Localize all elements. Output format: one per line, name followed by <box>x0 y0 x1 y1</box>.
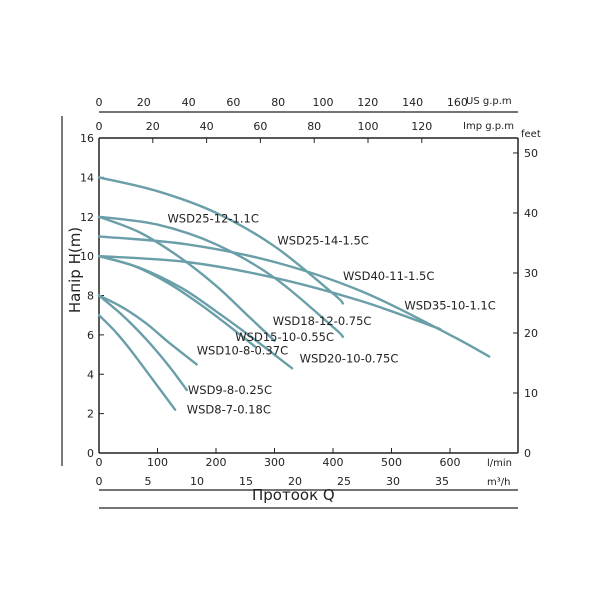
top-unit-imp: Imp g.p.m <box>463 121 514 132</box>
m3h-tick-label: 30 <box>386 475 400 488</box>
imp-gpm-tick-label: 100 <box>358 120 379 133</box>
x-unit-m3h: m³/h <box>487 477 510 488</box>
us-gpm-tick-label: 100 <box>313 96 334 109</box>
m3h-tick-label: 20 <box>288 475 302 488</box>
y-tick-label: 12 <box>80 211 94 224</box>
x-tick-label: 300 <box>264 456 285 469</box>
feet-tick-label: 10 <box>524 387 538 400</box>
us-gpm-tick-label: 160 <box>447 96 468 109</box>
us-gpm-tick-label: 80 <box>271 96 285 109</box>
right-unit-feet: feet <box>521 129 541 140</box>
series-label-wsd40-11-1.5c: WSD40-11-1.5C <box>343 269 434 283</box>
imp-gpm-tick-label: 40 <box>200 120 214 133</box>
x-unit-lmin: l/min <box>487 458 512 469</box>
series-label-wsd18-12-0.75c: WSD18-12-0.75C <box>273 314 372 328</box>
x-tick-label: 0 <box>96 456 103 469</box>
feet-tick-label: 50 <box>524 147 538 160</box>
feet-tick-label: 20 <box>524 327 538 340</box>
imp-gpm-tick-label: 60 <box>253 120 267 133</box>
curve-wsd40-11-1.5c <box>97 235 491 358</box>
curve-wsd8-7-0.18c <box>97 314 177 411</box>
curves-layer <box>97 176 491 411</box>
m3h-tick-label: 15 <box>239 475 253 488</box>
curve-wsd20-10-0.75c <box>97 254 294 370</box>
y-tick-label: 10 <box>80 250 94 263</box>
curve-wsd35-10-1.1c <box>97 254 442 331</box>
y-tick-label: 8 <box>87 290 94 303</box>
series-label-wsd20-10-0.75c: WSD20-10-0.75C <box>300 351 399 365</box>
m3h-tick-label: 35 <box>435 475 449 488</box>
y-tick-label: 14 <box>80 171 94 184</box>
imp-gpm-tick-label: 80 <box>307 120 321 133</box>
imp-gpm-tick-label: 120 <box>411 120 432 133</box>
y-axis-title: Напір H(m) <box>66 227 84 313</box>
series-label-wsd35-10-1.1c: WSD35-10-1.1C <box>404 298 495 312</box>
series-label-wsd25-14-1.5c: WSD25-14-1.5C <box>277 233 368 247</box>
curve-wsd10-8-0.37c <box>97 294 198 366</box>
curve-wsd18-12-0.75c <box>97 215 276 342</box>
series-labels-layer: WSD25-12-1.1C WSD25-14-1.5C WSD40-11-1.5C W… <box>167 212 495 417</box>
x-tick-label: 500 <box>381 456 402 469</box>
us-gpm-tick-label: 140 <box>402 96 423 109</box>
m3h-tick-label: 10 <box>190 475 204 488</box>
y-tick-label: 0 <box>87 447 94 460</box>
us-gpm-tick-label: 0 <box>96 96 103 109</box>
us-gpm-tick-label: 120 <box>357 96 378 109</box>
y-tick-label: 4 <box>87 368 94 381</box>
curve-wsd9-8-0.25c <box>97 294 188 392</box>
y-tick-label: 2 <box>87 408 94 421</box>
x-tick-label: 100 <box>147 456 168 469</box>
curve-wsd25-14-1.5c <box>97 176 345 305</box>
imp-gpm-tick-label: 20 <box>146 120 160 133</box>
guide-lines <box>61 111 518 509</box>
x-axis-title: Протоок Q <box>252 486 335 504</box>
m3h-tick-label: 0 <box>96 475 103 488</box>
x-tick-label: 200 <box>206 456 227 469</box>
y-tick-label: 6 <box>87 329 94 342</box>
m3h-tick-label: 25 <box>337 475 351 488</box>
feet-tick-label: 0 <box>524 447 531 460</box>
us-gpm-tick-label: 60 <box>226 96 240 109</box>
x-tick-label: 600 <box>440 456 461 469</box>
curve-wsd25-12-1.1c <box>97 215 345 338</box>
y-tick-label: 16 <box>80 132 94 145</box>
series-label-wsd25-12-1.1c: WSD25-12-1.1C <box>167 212 258 226</box>
us-gpm-tick-label: 20 <box>137 96 151 109</box>
feet-tick-label: 40 <box>524 207 538 220</box>
m3h-tick-label: 5 <box>145 475 152 488</box>
series-label-wsd9-8-0.25c: WSD9-8-0.25C <box>188 383 272 397</box>
axis-frame <box>98 137 519 454</box>
series-label-wsd10-8-0.37c: WSD10-8-0.37C <box>197 344 288 358</box>
x-tick-label: 400 <box>323 456 344 469</box>
top-unit-us: US g.p.m <box>466 96 512 107</box>
series-label-wsd8-7-0.18c: WSD8-7-0.18C <box>187 403 271 417</box>
imp-gpm-tick-label: 0 <box>96 120 103 133</box>
us-gpm-tick-label: 40 <box>182 96 196 109</box>
series-label-wsd15-10-0.55c: WSD15-10-0.55C <box>235 330 334 344</box>
feet-tick-label: 30 <box>524 267 538 280</box>
